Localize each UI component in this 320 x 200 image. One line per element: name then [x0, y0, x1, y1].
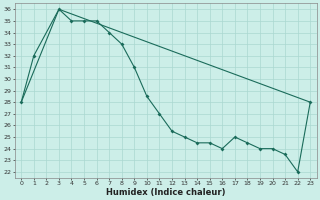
X-axis label: Humidex (Indice chaleur): Humidex (Indice chaleur): [106, 188, 226, 197]
